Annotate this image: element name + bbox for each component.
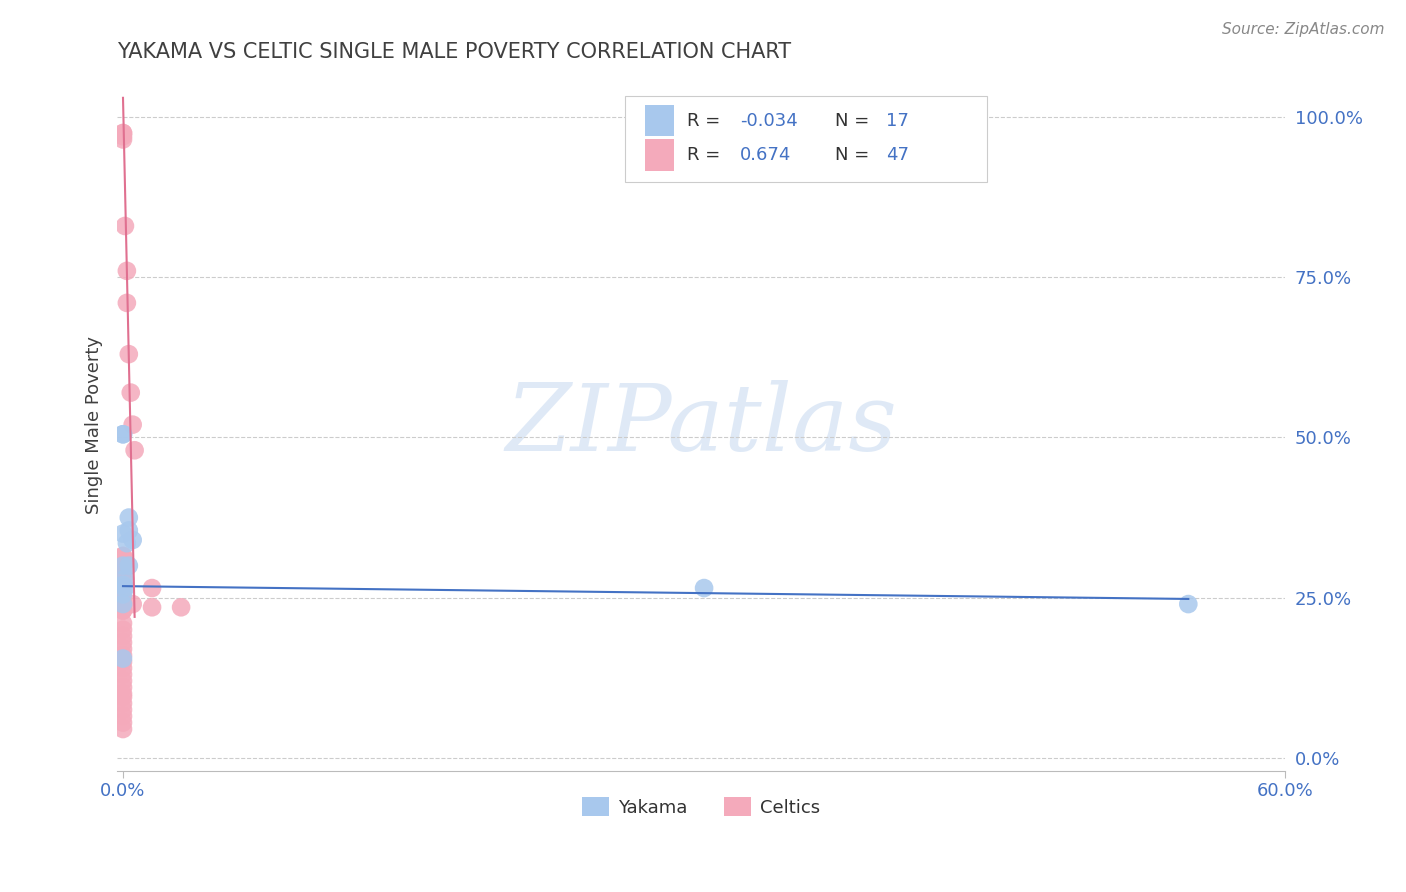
Point xyxy=(111,132,134,146)
Point xyxy=(118,558,141,573)
Text: N =: N = xyxy=(835,146,870,164)
Point xyxy=(111,616,134,631)
Text: 17: 17 xyxy=(886,112,908,130)
Point xyxy=(111,690,134,704)
Y-axis label: Single Male Poverty: Single Male Poverty xyxy=(86,335,103,514)
Point xyxy=(111,556,134,570)
Point xyxy=(141,581,163,595)
Point xyxy=(1177,597,1199,611)
Point xyxy=(111,578,134,592)
Point xyxy=(111,667,134,681)
Point xyxy=(124,443,146,458)
Point xyxy=(111,558,134,573)
Point xyxy=(111,722,134,736)
Point xyxy=(118,524,141,538)
Text: R =: R = xyxy=(688,112,720,130)
Point xyxy=(111,603,134,617)
Text: ZIPatlas: ZIPatlas xyxy=(505,380,897,470)
Text: 47: 47 xyxy=(886,146,908,164)
Point xyxy=(111,661,134,675)
Point xyxy=(111,651,134,665)
Point xyxy=(111,558,134,573)
Point xyxy=(111,709,134,723)
Point xyxy=(111,552,134,566)
Point xyxy=(111,703,134,717)
Point xyxy=(111,571,134,585)
Point xyxy=(111,597,134,611)
Point xyxy=(111,681,134,695)
Point xyxy=(111,427,134,442)
Point xyxy=(111,126,134,140)
Point xyxy=(111,635,134,649)
Point xyxy=(111,629,134,643)
Text: Source: ZipAtlas.com: Source: ZipAtlas.com xyxy=(1222,22,1385,37)
Point xyxy=(111,587,134,601)
Legend: Yakama, Celtics: Yakama, Celtics xyxy=(575,790,827,824)
Point xyxy=(118,347,141,361)
Point xyxy=(114,571,136,585)
Point xyxy=(111,549,134,563)
Point xyxy=(111,623,134,637)
Point xyxy=(170,600,193,615)
Point xyxy=(111,697,134,711)
FancyBboxPatch shape xyxy=(626,96,987,182)
Point xyxy=(111,603,134,617)
Point xyxy=(111,642,134,657)
Point xyxy=(111,655,134,669)
Point xyxy=(114,219,136,233)
Point xyxy=(121,533,143,547)
Point xyxy=(693,581,716,595)
Point xyxy=(111,591,134,605)
Point xyxy=(111,565,134,579)
Point xyxy=(111,126,134,140)
Point xyxy=(114,581,136,595)
Point xyxy=(111,673,134,688)
FancyBboxPatch shape xyxy=(645,139,675,170)
Text: YAKAMA VS CELTIC SINGLE MALE POVERTY CORRELATION CHART: YAKAMA VS CELTIC SINGLE MALE POVERTY COR… xyxy=(117,42,792,62)
Point xyxy=(111,578,134,592)
Text: N =: N = xyxy=(835,112,870,130)
Point xyxy=(115,296,138,310)
Point xyxy=(111,552,134,566)
Point xyxy=(111,687,134,701)
Point xyxy=(111,597,134,611)
Point xyxy=(111,549,134,563)
Point xyxy=(120,385,142,400)
Point xyxy=(141,600,163,615)
FancyBboxPatch shape xyxy=(645,105,675,136)
Point xyxy=(115,536,138,550)
Point xyxy=(115,264,138,278)
Point xyxy=(118,510,141,524)
Point xyxy=(111,526,134,541)
Point xyxy=(111,648,134,663)
Text: 0.674: 0.674 xyxy=(740,146,792,164)
Point xyxy=(111,715,134,730)
Text: -0.034: -0.034 xyxy=(740,112,797,130)
Point xyxy=(111,584,134,599)
Point xyxy=(121,417,143,432)
Point xyxy=(121,597,143,611)
Point xyxy=(111,427,134,442)
Point xyxy=(111,129,134,144)
Text: R =: R = xyxy=(688,146,720,164)
